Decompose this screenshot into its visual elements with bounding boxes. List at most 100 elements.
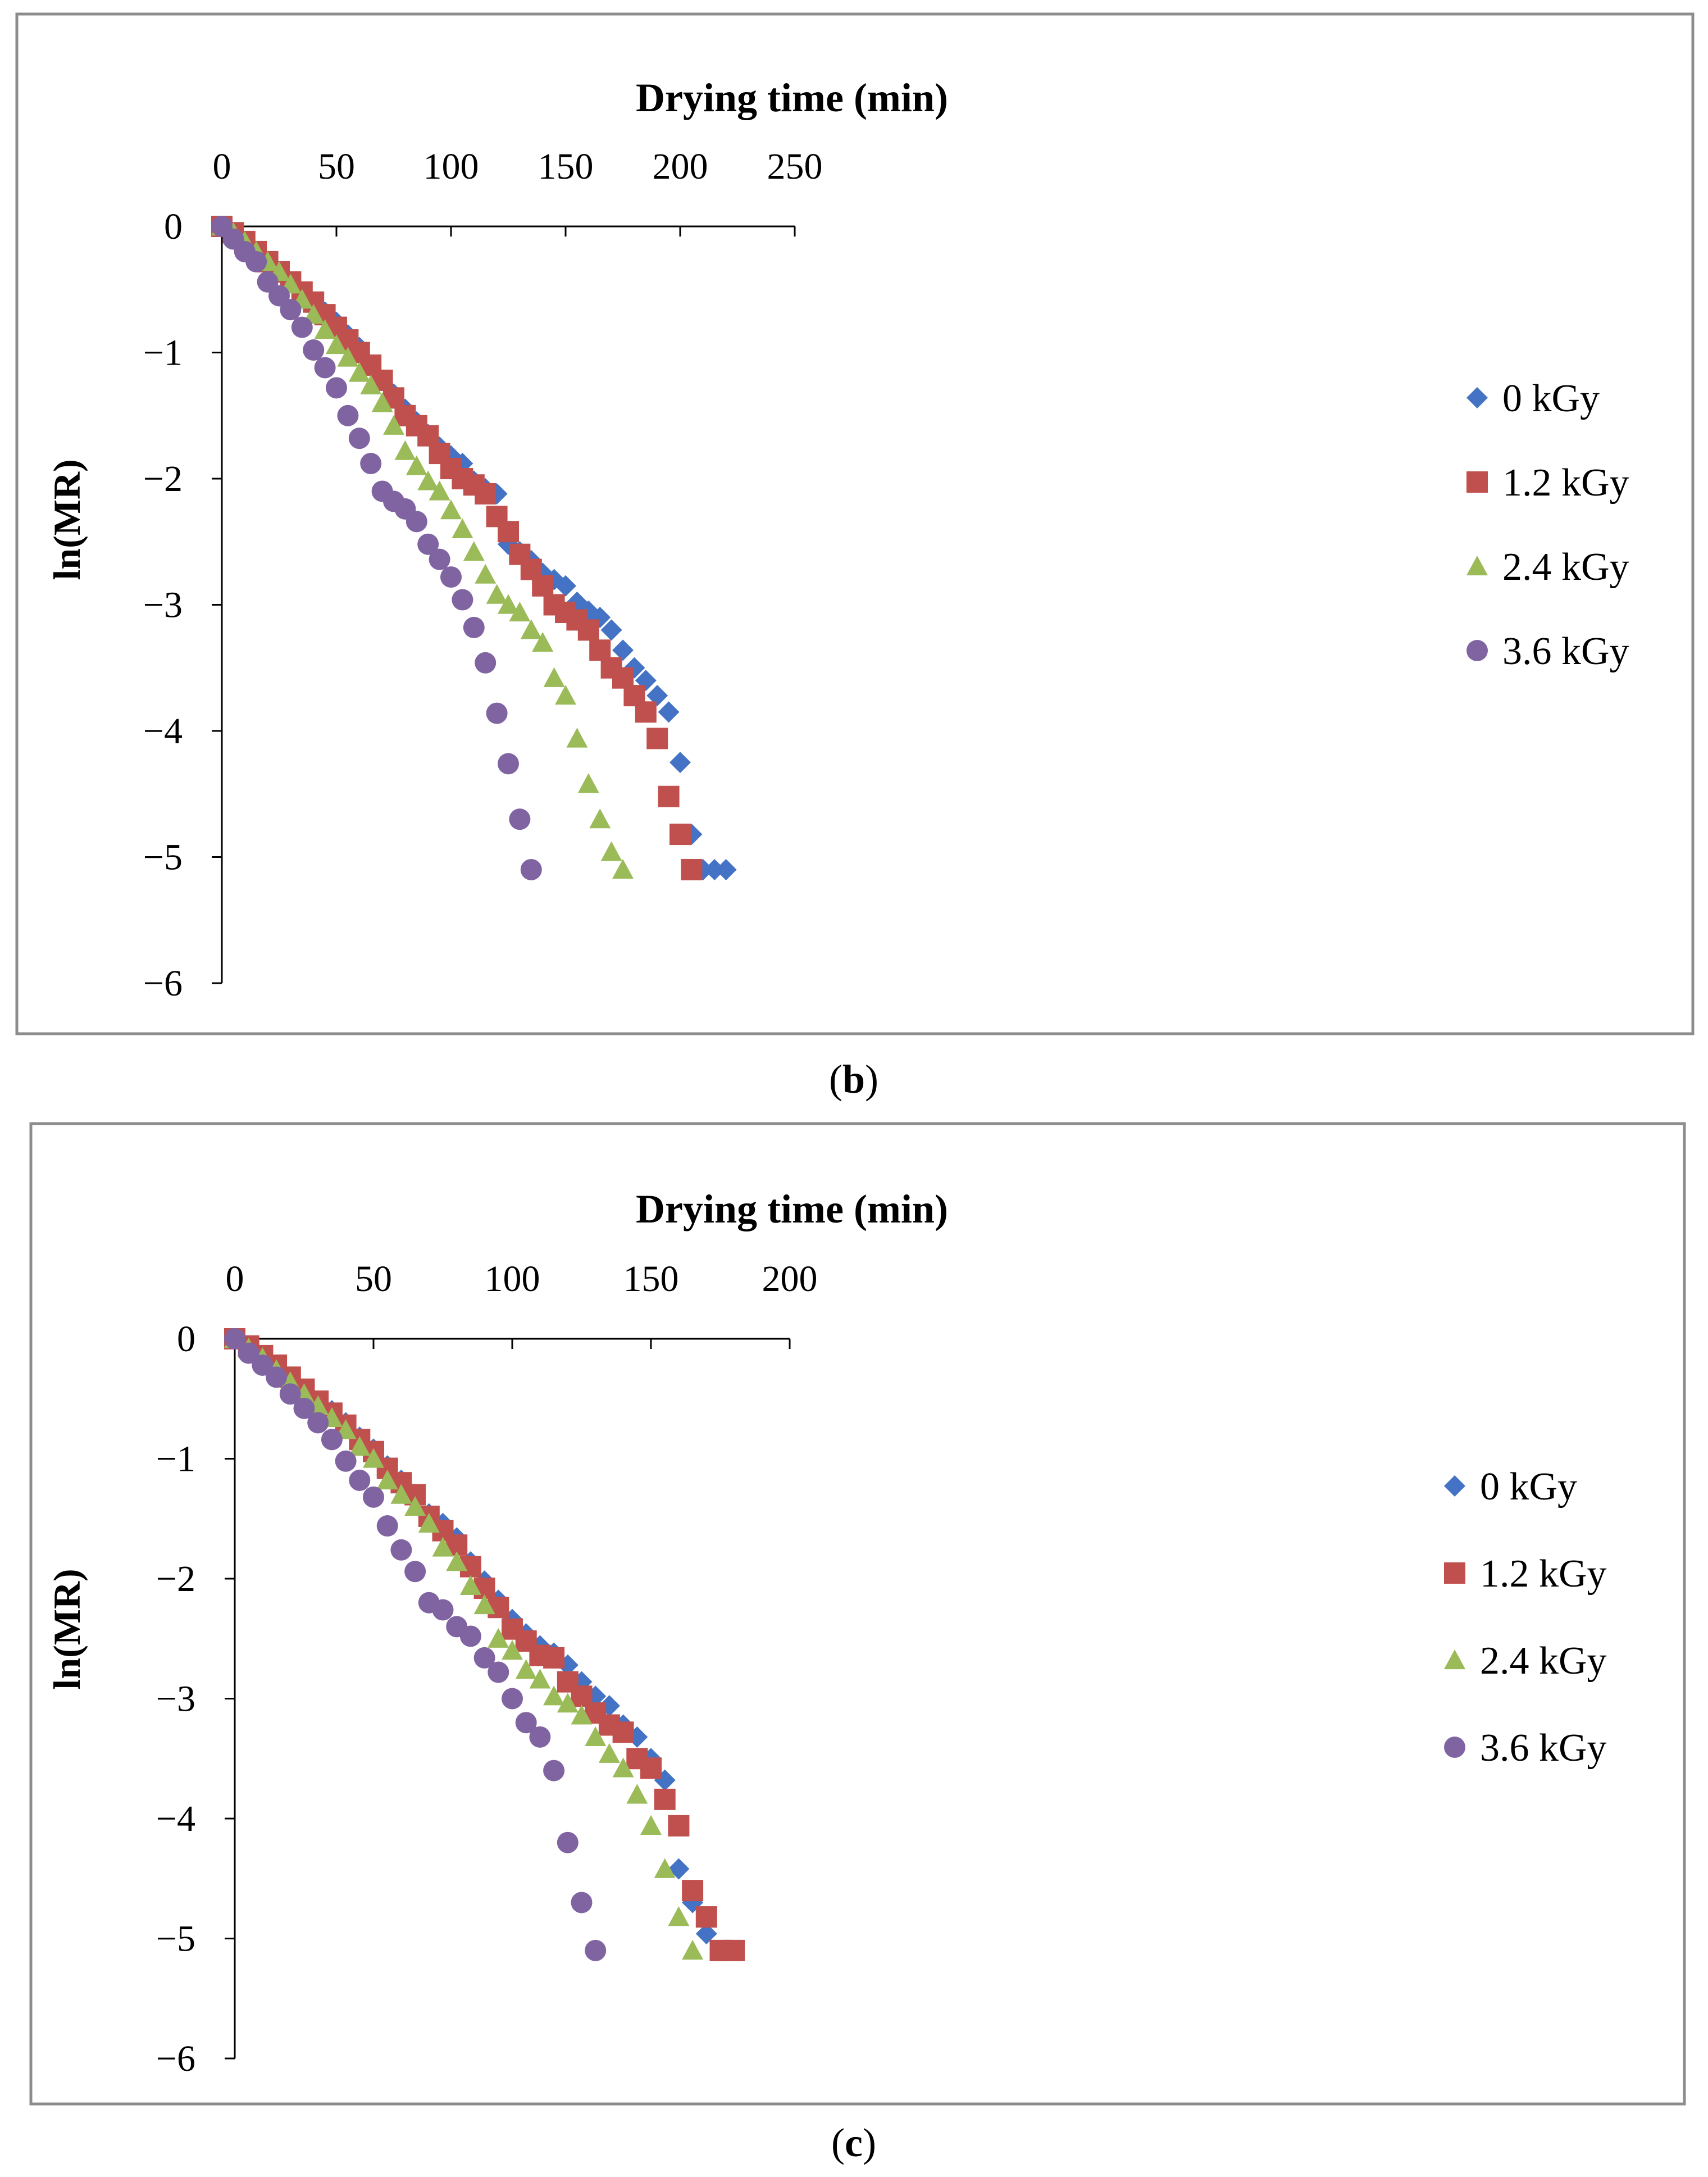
data-point — [532, 631, 554, 652]
data-point — [486, 702, 508, 724]
y-tick-label: −3 — [143, 585, 183, 626]
data-point — [520, 858, 542, 880]
x-tick-label: 100 — [423, 146, 479, 187]
legend-label: 3.6 kGy — [1480, 1726, 1607, 1770]
plot-area: 0 50 100 150 200 0 −1 −2 −3 −4 −5 −6 — [156, 1258, 818, 2079]
legend-marker — [1466, 387, 1488, 408]
y-tick-label: −6 — [156, 2038, 195, 2079]
data-point — [452, 589, 473, 611]
legend-label: 2.4 kGy — [1502, 546, 1629, 589]
data-point — [682, 1939, 704, 1960]
y-tick-label: −4 — [156, 1798, 195, 1839]
data-point — [360, 374, 382, 395]
data-point — [515, 1659, 537, 1679]
x-tick-label: 100 — [485, 1258, 540, 1299]
data-point — [669, 824, 691, 846]
data-point — [577, 773, 599, 793]
data-point — [383, 415, 404, 435]
data-point — [598, 1743, 620, 1763]
data-point — [463, 541, 485, 561]
data-point — [723, 1939, 745, 1961]
chart-frame — [15, 12, 1695, 1035]
data-point — [532, 575, 554, 597]
x-tick-label: 0 — [226, 1258, 244, 1299]
data-point — [376, 1515, 398, 1537]
data-point — [429, 480, 450, 501]
data-point — [668, 1815, 690, 1837]
data-point — [266, 1366, 288, 1388]
data-point — [473, 1647, 495, 1669]
data-point — [555, 575, 576, 597]
legend: 0 kGy 1.2 kGy 2.4 kGy 3.6 kGy — [1444, 1465, 1607, 1770]
y-tick-label: −6 — [143, 963, 183, 1004]
data-point — [488, 1661, 509, 1683]
data-point — [646, 728, 668, 749]
data-point — [406, 511, 427, 533]
data-point — [486, 584, 508, 604]
data-point — [418, 1512, 440, 1533]
data-point — [557, 1693, 579, 1713]
data-point — [600, 841, 622, 861]
data-point — [640, 1815, 662, 1835]
data-point — [349, 1436, 371, 1456]
x-tick-label: 200 — [762, 1258, 818, 1299]
data-point — [704, 858, 726, 880]
data-point — [406, 455, 427, 475]
data-point — [695, 1906, 717, 1928]
data-point — [635, 701, 657, 723]
data-point — [682, 1880, 704, 1902]
data-point — [394, 440, 416, 460]
data-point — [326, 334, 347, 354]
data-point — [543, 1647, 565, 1669]
data-point — [543, 1760, 565, 1781]
legend-label: 1.2 kGy — [1480, 1552, 1607, 1596]
data-point — [360, 453, 382, 475]
data-point — [585, 1726, 607, 1746]
data-point — [612, 1757, 634, 1778]
data-point — [509, 808, 531, 830]
x-tick-label: 50 — [355, 1258, 392, 1299]
data-point — [440, 566, 462, 588]
legend-marker — [1466, 556, 1488, 576]
data-point — [555, 685, 576, 705]
data-point — [640, 1757, 662, 1779]
data-point — [668, 1906, 690, 1926]
data-point — [502, 1688, 523, 1710]
data-point — [293, 1397, 315, 1419]
data-point — [307, 1412, 329, 1434]
legend-marker — [1466, 640, 1488, 661]
y-tick-label: −3 — [156, 1679, 195, 1720]
data-point — [475, 563, 497, 584]
data-point — [473, 1594, 495, 1615]
y-tick-label: −2 — [156, 1558, 195, 1599]
data-point — [669, 752, 691, 774]
data-point — [529, 1669, 551, 1689]
data-point — [363, 1448, 384, 1468]
legend-marker — [1444, 1649, 1465, 1670]
data-point — [321, 1429, 343, 1451]
data-point — [390, 1539, 412, 1561]
y-tick-label: −1 — [143, 333, 183, 374]
data-point — [475, 483, 497, 505]
panel-caption: (c) — [831, 2120, 876, 2165]
data-point — [440, 499, 462, 520]
data-point — [349, 1469, 371, 1491]
data-point — [600, 619, 622, 641]
series-3_6-kGy — [211, 216, 542, 880]
data-point — [390, 1484, 412, 1504]
data-point — [585, 1939, 607, 1961]
data-point — [238, 1342, 259, 1364]
x-tick-label: 200 — [653, 146, 708, 187]
data-point — [326, 377, 347, 399]
data-point — [348, 362, 370, 382]
data-point — [337, 405, 359, 426]
legend-label: 0 kGy — [1480, 1465, 1577, 1508]
data-point — [543, 667, 565, 687]
data-point — [566, 728, 588, 748]
data-point — [446, 1551, 468, 1571]
data-point — [371, 392, 393, 412]
legend-label: 0 kGy — [1502, 377, 1600, 420]
data-point — [646, 685, 668, 707]
data-point — [509, 601, 531, 622]
